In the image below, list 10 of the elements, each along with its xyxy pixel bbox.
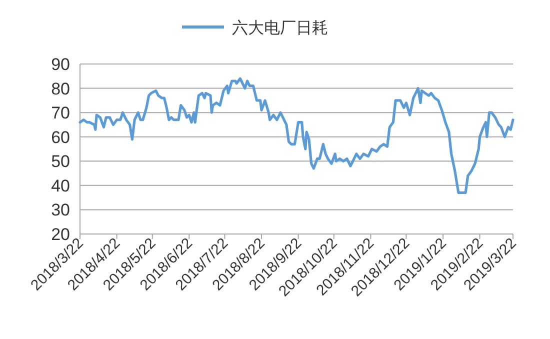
y-tick-label: 80 bbox=[51, 79, 70, 98]
legend-label: 六大电厂日耗 bbox=[232, 19, 328, 37]
y-tick-label: 40 bbox=[51, 176, 70, 196]
line-series bbox=[78, 77, 514, 194]
y-tick-label: 30 bbox=[51, 200, 70, 220]
y-tick-label: 90 bbox=[51, 55, 70, 74]
y-tick-label: 70 bbox=[51, 104, 70, 123]
y-tick-label: 60 bbox=[51, 128, 70, 147]
y-tick-label: 50 bbox=[51, 152, 70, 172]
y-tick-label: 20 bbox=[51, 225, 70, 244]
